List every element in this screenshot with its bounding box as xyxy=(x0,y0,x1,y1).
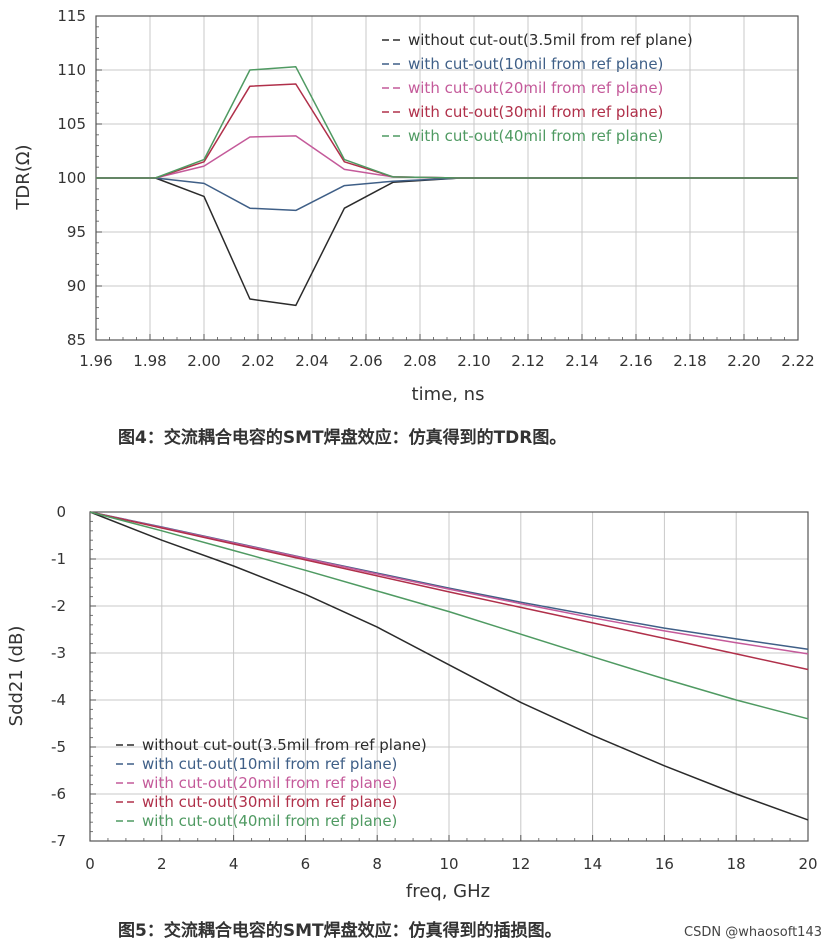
sdd21-x-tick-label: 10 xyxy=(439,855,458,873)
tdr-x-tick-label: 2.04 xyxy=(295,352,328,370)
tdr-legend-label-3: with cut-out(30mil from ref plane) xyxy=(408,103,663,121)
sdd21-series-line-0 xyxy=(89,511,809,821)
tdr-x-tick-label: 2.16 xyxy=(619,352,652,370)
tdr-x-tick-label: 1.98 xyxy=(133,352,166,370)
tdr-x-tick-label: 2.08 xyxy=(403,352,436,370)
sdd21-x-tick-label: 6 xyxy=(301,855,311,873)
sdd21-y-axis-label: Sdd21 (dB) xyxy=(6,626,27,727)
tdr-x-tick-label: 2.02 xyxy=(241,352,274,370)
tdr-series-line-4 xyxy=(96,66,798,179)
tdr-y-axis-label: TDR(Ω) xyxy=(13,144,34,210)
tdr-x-tick-label: 1.96 xyxy=(79,352,112,370)
sdd21-y-tick-label: 0 xyxy=(56,503,66,521)
sdd21-series-group xyxy=(89,511,809,821)
tdr-y-tick-label: 90 xyxy=(67,277,86,295)
tdr-y-tick-labels: 85 90 95 100 105 110 115 xyxy=(57,7,86,349)
sdd21-x-tick-label: 16 xyxy=(655,855,674,873)
tdr-y-tick-label: 100 xyxy=(57,169,86,187)
sdd21-x-tick-label: 12 xyxy=(511,855,530,873)
sdd21-y-tick-label: -7 xyxy=(51,832,66,850)
sdd21-legend-label-1: with cut-out(10mil from ref plane) xyxy=(142,755,397,773)
tdr-x-tick-label: 2.06 xyxy=(349,352,382,370)
sdd21-chart: 0 2 4 6 8 10 12 14 16 18 20 0 -1 -2 -3 -4 -5 -6 -7 withou… xyxy=(6,503,818,941)
tdr-x-tick-label: 2.00 xyxy=(187,352,220,370)
tdr-series-line-1 xyxy=(96,177,798,212)
sdd21-y-tick-label: -4 xyxy=(51,691,66,709)
sdd21-x-tick-label: 18 xyxy=(727,855,746,873)
watermark-text: CSDN @whaosoft143 xyxy=(684,925,822,940)
tdr-chart: 1.96 1.98 2.00 2.02 2.04 2.06 2.08 2.10 2.12 2.14… xyxy=(13,7,815,448)
tdr-x-tick-label: 2.14 xyxy=(565,352,598,370)
tdr-y-tick-label: 85 xyxy=(67,331,86,349)
tdr-x-tick-label: 2.20 xyxy=(727,352,760,370)
tdr-legend-label-0: without cut-out(3.5mil from ref plane) xyxy=(408,31,693,49)
sdd21-figure-caption: 图5：交流耦合电容的SMT焊盘效应：仿真得到的插损图。 xyxy=(118,920,562,941)
tdr-y-tick-label: 110 xyxy=(57,61,86,79)
tdr-y-tick-label: 115 xyxy=(57,7,86,25)
tdr-legend-label-4: with cut-out(40mil from ref plane) xyxy=(408,127,663,145)
sdd21-x-tick-labels: 0 2 4 6 8 10 12 14 16 18 20 xyxy=(85,855,817,873)
sdd21-legend-label-4: with cut-out(40mil from ref plane) xyxy=(142,812,397,830)
sdd21-y-tick-labels: 0 -1 -2 -3 -4 -5 -6 -7 xyxy=(51,503,66,850)
sdd21-x-tick-label: 8 xyxy=(372,855,382,873)
sdd21-x-tick-label: 4 xyxy=(229,855,239,873)
sdd21-series-line-4 xyxy=(89,511,809,720)
tdr-x-axis-label: time, ns xyxy=(412,384,485,405)
sdd21-x-tick-label: 2 xyxy=(157,855,167,873)
sdd21-y-tick-label: -5 xyxy=(51,738,66,756)
tdr-y-tick-label: 95 xyxy=(67,223,86,241)
tdr-x-tick-label: 2.18 xyxy=(673,352,706,370)
tdr-legend-label-1: with cut-out(10mil from ref plane) xyxy=(408,55,663,73)
sdd21-series-line-3 xyxy=(89,511,809,671)
tdr-series-group xyxy=(96,66,798,307)
tdr-figure-caption: 图4：交流耦合电容的SMT焊盘效应：仿真得到的TDR图。 xyxy=(118,427,566,448)
sdd21-legend-label-3: with cut-out(30mil from ref plane) xyxy=(142,793,397,811)
sdd21-plot-frame xyxy=(89,511,809,842)
sdd21-x-tick-label: 20 xyxy=(798,855,817,873)
tdr-x-tick-label: 2.22 xyxy=(781,352,814,370)
sdd21-y-tick-label: -1 xyxy=(51,550,66,568)
sdd21-legend-label-2: with cut-out(20mil from ref plane) xyxy=(142,774,397,792)
sdd21-legend-label-0: without cut-out(3.5mil from ref plane) xyxy=(142,736,427,754)
sdd21-x-tick-label: 14 xyxy=(583,855,602,873)
sdd21-legend: without cut-out(3.5mil from ref plane)wi… xyxy=(116,736,427,830)
sdd21-y-tick-label: -6 xyxy=(51,785,66,803)
sdd21-series-line-2 xyxy=(89,511,809,655)
sdd21-y-tick-label: -3 xyxy=(51,644,66,662)
tdr-x-tick-label: 2.10 xyxy=(457,352,490,370)
sdd21-y-tick-label: -2 xyxy=(51,597,66,615)
tdr-x-tick-label: 2.12 xyxy=(511,352,544,370)
sdd21-x-axis-label: freq, GHz xyxy=(406,881,490,902)
tdr-x-tick-labels: 1.96 1.98 2.00 2.02 2.04 2.06 2.08 2.10 2.12 2.14… xyxy=(79,352,814,370)
sdd21-x-tick-label: 0 xyxy=(85,855,95,873)
tdr-y-tick-label: 105 xyxy=(57,115,86,133)
tdr-legend-label-2: with cut-out(20mil from ref plane) xyxy=(408,79,663,97)
tdr-legend: without cut-out(3.5mil from ref plane) wi… xyxy=(382,31,693,145)
